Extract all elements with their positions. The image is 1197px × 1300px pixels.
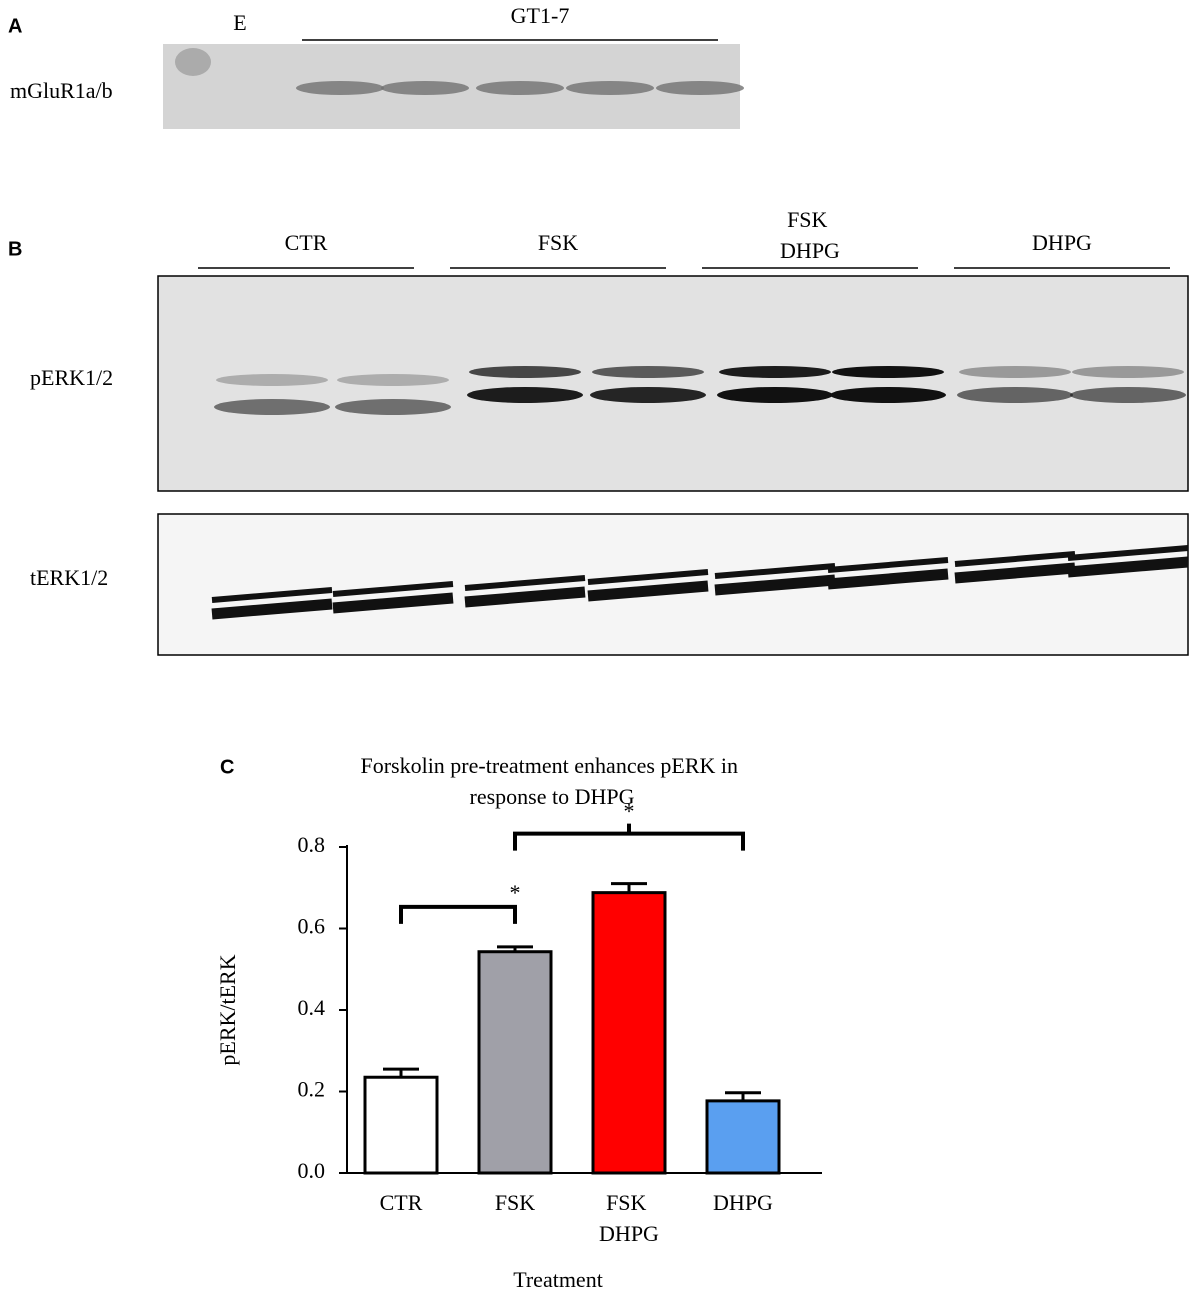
- band: [959, 366, 1071, 378]
- row-label: pERK1/2: [30, 365, 113, 390]
- band: [566, 81, 654, 95]
- chart-title: Forskolin pre-treatment enhances pERK in…: [360, 753, 743, 809]
- band: [1070, 387, 1186, 403]
- significance-bracket: [513, 823, 745, 851]
- band: [957, 387, 1073, 403]
- band: [1067, 556, 1189, 578]
- group-label: DHPG: [1032, 230, 1092, 255]
- band: [714, 563, 836, 579]
- band: [587, 580, 709, 602]
- band: [211, 587, 333, 603]
- band: [592, 366, 704, 378]
- band: [954, 562, 1076, 584]
- group-label: GT1-7: [511, 3, 570, 28]
- band: [467, 387, 583, 403]
- lane-label: E: [233, 10, 246, 35]
- bar: [477, 950, 553, 1175]
- band: [332, 581, 454, 597]
- band: [827, 557, 949, 573]
- bar: [591, 891, 667, 1175]
- panel-label: B: [8, 238, 22, 260]
- band: [296, 81, 384, 95]
- band: [717, 387, 833, 403]
- x-tick-label: DHPG: [713, 1190, 773, 1215]
- x-axis-title: Treatment: [513, 1267, 603, 1292]
- band: [381, 81, 469, 95]
- band: [332, 592, 454, 614]
- x-tick-label: CTR: [380, 1190, 423, 1215]
- group-label: FSK: [538, 230, 578, 255]
- group-label: FSK DHPG: [780, 207, 840, 263]
- band: [830, 387, 946, 403]
- band: [827, 568, 949, 590]
- band: [656, 81, 744, 95]
- band: [469, 366, 581, 378]
- y-tick-label: 0.4: [298, 995, 326, 1020]
- band: [216, 374, 328, 386]
- row-label: mGluR1a/b: [10, 78, 113, 103]
- band: [1072, 366, 1184, 378]
- band: [590, 387, 706, 403]
- y-tick-label: 0.2: [298, 1077, 326, 1102]
- band: [214, 399, 330, 415]
- band: [211, 598, 333, 620]
- y-tick-label: 0.6: [298, 914, 326, 939]
- band: [464, 575, 586, 591]
- band: [719, 366, 831, 378]
- band: [464, 586, 586, 608]
- band: [1067, 545, 1189, 561]
- group-label: CTR: [285, 230, 328, 255]
- panel-label: C: [220, 756, 234, 778]
- significance-label: *: [510, 880, 521, 905]
- significance-label: *: [624, 799, 635, 824]
- blot: [157, 275, 1189, 492]
- y-tick-label: 0.8: [298, 832, 326, 857]
- x-tick-label: FSK DHPG: [599, 1190, 659, 1246]
- bar: [363, 1075, 439, 1175]
- panel-label: A: [8, 15, 22, 37]
- band: [587, 569, 709, 585]
- band: [954, 551, 1076, 567]
- y-tick-label: 0.0: [298, 1158, 326, 1183]
- y-axis-title: pERK/tERK: [215, 954, 240, 1065]
- x-tick-label: FSK: [495, 1190, 535, 1215]
- row-label: tERK1/2: [30, 565, 108, 590]
- bands: [175, 48, 744, 95]
- band: [175, 48, 211, 76]
- bands: [211, 366, 1189, 620]
- band: [832, 366, 944, 378]
- significance-bracket: [399, 904, 517, 924]
- bar: [705, 1099, 781, 1175]
- band: [337, 374, 449, 386]
- band: [714, 574, 836, 596]
- band: [476, 81, 564, 95]
- band: [335, 399, 451, 415]
